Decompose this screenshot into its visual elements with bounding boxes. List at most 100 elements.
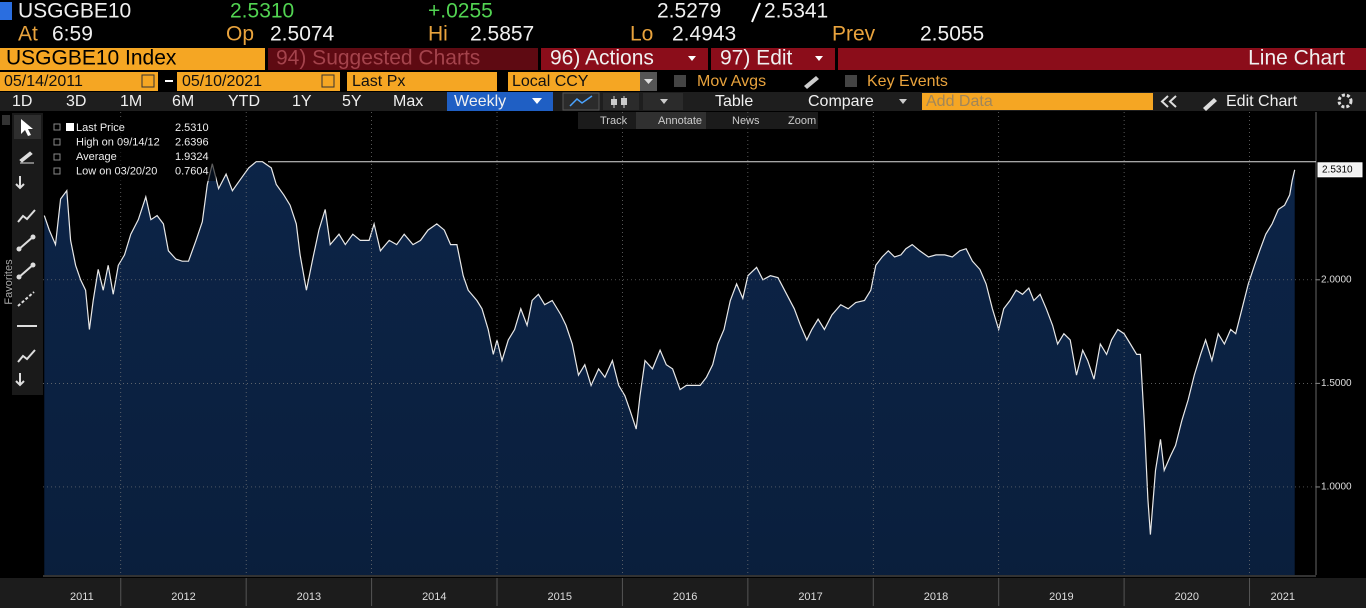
add-data[interactable]: Add Data [926, 93, 993, 110]
key-events-checkbox[interactable] [845, 75, 857, 87]
key-events[interactable]: Key Events [867, 73, 948, 90]
chart-tool[interactable]: News [732, 115, 760, 127]
settings-icon[interactable] [1337, 93, 1353, 109]
calendar-icon[interactable] [141, 74, 155, 88]
suggested-charts[interactable]: 94) Suggested Charts [276, 47, 480, 70]
frequency[interactable]: Weekly [454, 93, 506, 110]
y-tick-label: 2.0000 [1321, 274, 1352, 285]
bid: 2.5279 [657, 0, 721, 23]
actions[interactable]: 96) Actions [550, 47, 654, 70]
range-button[interactable]: 6M [172, 93, 194, 110]
chart-tool[interactable]: Annotate [658, 115, 702, 127]
legend-collapse[interactable] [53, 123, 61, 131]
end-date-field[interactable] [177, 72, 340, 91]
chart-tool[interactable]: Track [600, 115, 628, 127]
favorites-label[interactable]: Favorites [3, 259, 15, 305]
add-data-field[interactable] [922, 93, 1153, 110]
x-tick-label: 2012 [171, 591, 195, 603]
currency[interactable]: Local CCY [512, 73, 589, 90]
legend-label: Last Price [76, 122, 125, 134]
x-tick-label: 2020 [1175, 591, 1199, 603]
chart-name: Line Chart [1248, 47, 1345, 70]
price-line [43, 161, 1296, 535]
start-date-field[interactable] [0, 72, 158, 91]
dropdown-arrow [532, 98, 542, 104]
trend-tool[interactable] [17, 209, 36, 223]
calendar-icon[interactable] [321, 74, 335, 88]
quote-label: Hi [428, 23, 448, 46]
line-icon [569, 95, 593, 107]
x-tick-label: 2016 [673, 591, 697, 603]
x-tick-label: 2017 [798, 591, 822, 603]
title-bar [838, 48, 1366, 70]
security-field[interactable] [0, 48, 265, 70]
range-button[interactable]: 1Y [292, 93, 312, 110]
start-date[interactable]: 05/14/2011 [4, 73, 83, 90]
range-button[interactable]: 1D [12, 93, 32, 110]
ray-tool-point [30, 262, 36, 268]
quote-value: 2.5074 [270, 23, 335, 46]
range-button[interactable]: 1M [120, 93, 142, 110]
x-tick-label: 2018 [924, 591, 948, 603]
pencil-icon[interactable] [804, 76, 819, 89]
legend-label: Average [76, 151, 117, 163]
candle-icon [621, 98, 627, 105]
legend-collapse[interactable] [53, 167, 61, 175]
compare-button[interactable]: Compare [808, 93, 874, 110]
currency-tool[interactable] [15, 373, 25, 387]
quote-value: 2.4943 [672, 23, 736, 46]
pen-tool[interactable] [19, 151, 34, 164]
field[interactable]: Last Px [352, 73, 405, 90]
frequency-selector[interactable] [447, 92, 553, 111]
line-tool-point [30, 234, 36, 240]
edit[interactable]: 97) Edit [720, 47, 793, 70]
x-axis-band [0, 578, 1366, 608]
quote-value: 2.5857 [470, 23, 534, 46]
legend-collapse[interactable] [53, 138, 61, 146]
ray-tool-point [16, 274, 22, 280]
legend-collapse[interactable] [53, 153, 61, 161]
area-fill [44, 161, 1295, 575]
line-tool-point [16, 246, 22, 252]
panel-toggle[interactable] [2, 115, 10, 125]
mov-avgs-checkbox[interactable] [674, 75, 686, 87]
channel-tool[interactable] [17, 291, 35, 307]
field-selector[interactable] [347, 72, 497, 91]
dropdown-arrow [688, 56, 696, 61]
dropdown-arrow [644, 79, 653, 84]
dropdown-arrow [815, 56, 823, 61]
percent-tool[interactable] [15, 176, 25, 190]
end-date[interactable]: 05/10/2021 [182, 73, 262, 90]
legend-swatch [66, 123, 74, 131]
currency-selector[interactable] [508, 72, 640, 91]
edit-button[interactable] [711, 48, 835, 70]
ticker: USGGBE10 [18, 0, 131, 23]
mov-avgs[interactable]: Mov Avgs [697, 73, 766, 90]
actions-button[interactable] [541, 48, 708, 70]
x-tick-label: 2014 [422, 591, 446, 603]
quote-label: Prev [832, 23, 876, 46]
chart-tool[interactable]: Zoom [788, 115, 816, 127]
suggested-charts-button[interactable] [268, 48, 538, 70]
dropdown-arrow [899, 99, 907, 104]
edit-chart[interactable]: Edit Chart [1226, 93, 1298, 110]
y-tick-label: 1.0000 [1321, 482, 1352, 493]
dropdown-arrow [660, 99, 668, 104]
range-button[interactable]: 5Y [342, 93, 362, 110]
table-button[interactable]: Table [715, 93, 753, 110]
quote-value: 6:59 [52, 23, 93, 46]
range-button[interactable]: 3D [66, 93, 86, 110]
range-button[interactable]: YTD [228, 93, 260, 110]
trend-tool-2[interactable] [17, 349, 36, 363]
x-tick-label: 2013 [297, 591, 321, 603]
collapse-icon[interactable] [1160, 95, 1177, 108]
quote-label: At [18, 23, 38, 46]
last-price: 2.5310 [230, 0, 294, 23]
legend-box [50, 117, 216, 181]
legend-value: 2.6396 [175, 136, 209, 148]
x-tick-label: 2011 [70, 591, 94, 603]
edit-icon[interactable] [1203, 98, 1217, 111]
range-button[interactable]: Max [393, 93, 423, 110]
